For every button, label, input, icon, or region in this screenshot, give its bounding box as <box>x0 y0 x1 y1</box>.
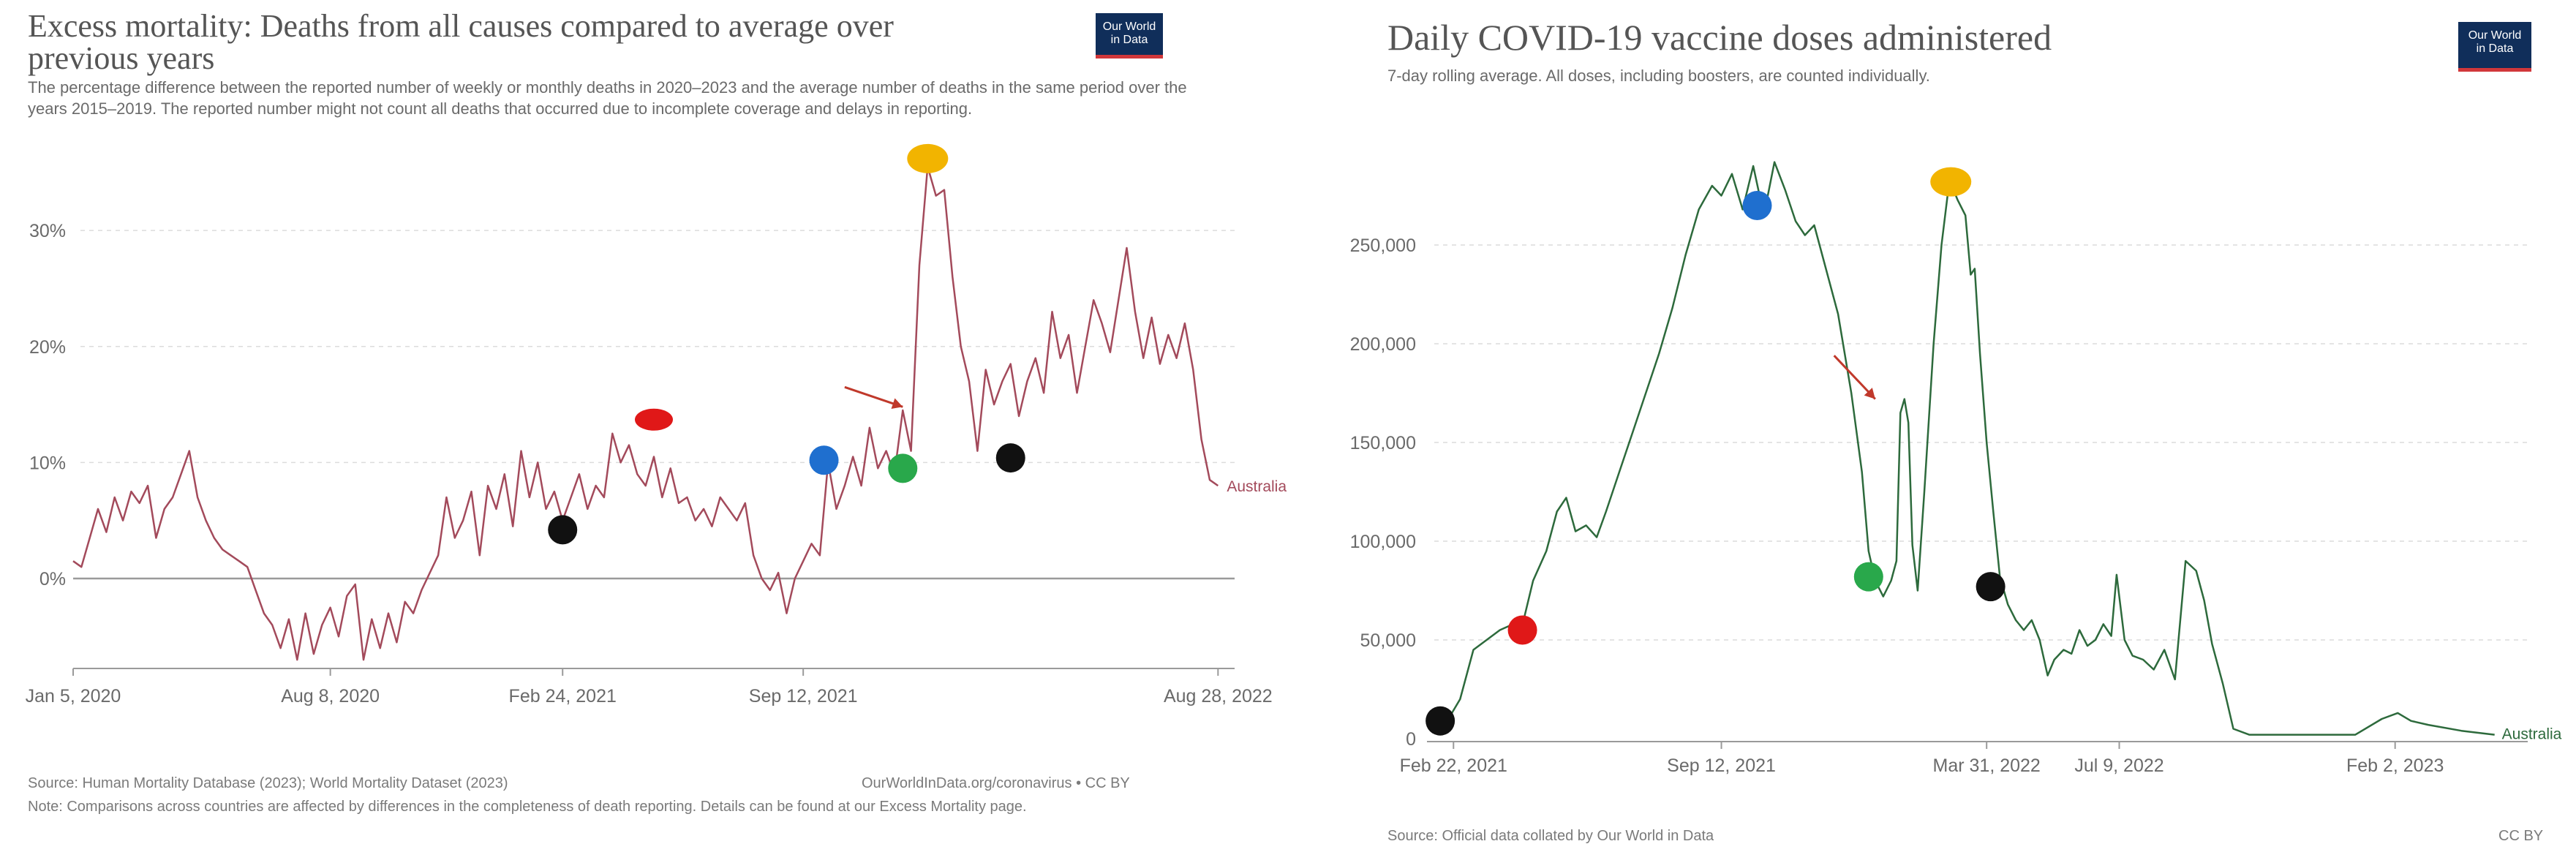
logo-line-1: Our World <box>1102 20 1156 33</box>
chart-source: Source: Human Mortality Database (2023);… <box>28 775 508 791</box>
highlight-marker <box>1426 706 1455 736</box>
highlight-marker <box>635 408 673 431</box>
vaccine-doses-panel: Daily COVID-19 vaccine doses administere… <box>1288 0 2576 863</box>
y-tick-label: 30% <box>29 221 66 241</box>
series-line-australia <box>72 165 1219 661</box>
highlight-marker <box>1742 191 1772 220</box>
x-tick-label: Sep 12, 2021 <box>1667 755 1776 776</box>
x-tick-label: Aug 28, 2022 <box>1164 686 1273 706</box>
chart-subtitle: 7-day rolling average. All doses, includ… <box>1387 67 1930 85</box>
excess-mortality-panel: Excess mortality: Deaths from all causes… <box>26 8 1287 815</box>
y-tick-label: 0 <box>1406 729 1416 750</box>
x-tick-label: Aug 8, 2020 <box>281 686 380 706</box>
x-tick-label: Feb 2, 2023 <box>2346 755 2444 776</box>
y-tick-label: 100,000 <box>1350 532 1416 552</box>
highlight-marker <box>888 453 918 483</box>
x-tick-label: Feb 22, 2021 <box>1400 755 1507 776</box>
chart-url[interactable]: OurWorldInData.org/coronavirus • CC BY <box>862 775 1130 791</box>
series-end-label: Australia <box>1227 478 1287 495</box>
highlight-marker <box>995 443 1025 473</box>
annotation-arrow-head <box>891 398 903 410</box>
x-tick-label: Jan 5, 2020 <box>26 686 121 706</box>
chart-source: Source: Official data collated by Our Wo… <box>1387 828 1714 844</box>
chart-title: Daily COVID-19 vaccine doses administere… <box>1387 17 2052 58</box>
owid-logo[interactable]: Our World in Data <box>1096 13 1163 59</box>
x-tick-label: Jul 9, 2022 <box>2074 755 2163 776</box>
y-tick-label: 250,000 <box>1350 235 1416 256</box>
chart-title: Excess mortality: Deaths from all causes… <box>28 8 894 76</box>
y-tick-label: 20% <box>29 337 66 358</box>
x-tick-label: Sep 12, 2021 <box>749 686 858 706</box>
chart-license[interactable]: CC BY <box>2498 828 2544 844</box>
logo-line-2: in Data <box>1110 33 1148 46</box>
highlight-marker <box>1853 562 1883 592</box>
logo-line-2: in Data <box>2476 42 2514 55</box>
chart-note: Note: Comparisons across countries are a… <box>28 799 1027 815</box>
highlight-marker <box>548 515 578 545</box>
x-tick-label: Feb 24, 2021 <box>509 686 617 706</box>
y-tick-label: 0% <box>39 569 66 589</box>
owid-logo[interactable]: Our World in Data <box>2458 22 2531 72</box>
vaccine-doses-chart: 0 50,000 100,000 150,000 200,000 250,000 Feb 2… <box>1350 161 2562 776</box>
y-tick-label: 150,000 <box>1350 433 1416 453</box>
excess-mortality-chart: 0% 10% 20% 30% Jan 5, 2020 Aug 8, 2020 Feb 24,… <box>26 143 1287 706</box>
series-line-australia <box>1439 161 2495 736</box>
highlight-marker <box>1930 167 1972 197</box>
y-tick-label: 200,000 <box>1350 334 1416 355</box>
y-tick-label: 50,000 <box>1360 630 1416 651</box>
logo-line-1: Our World <box>2468 29 2522 42</box>
highlight-marker <box>907 143 949 173</box>
y-tick-label: 10% <box>29 453 66 473</box>
highlight-marker <box>809 445 839 475</box>
highlight-marker <box>1976 572 2006 602</box>
x-tick-label: Mar 31, 2022 <box>1933 755 2041 776</box>
chart-subtitle: The percentage difference between the re… <box>28 78 1187 118</box>
highlight-marker <box>1507 615 1537 645</box>
annotation-arrow-head <box>1864 388 1875 399</box>
series-end-label: Australia <box>2502 726 2562 743</box>
